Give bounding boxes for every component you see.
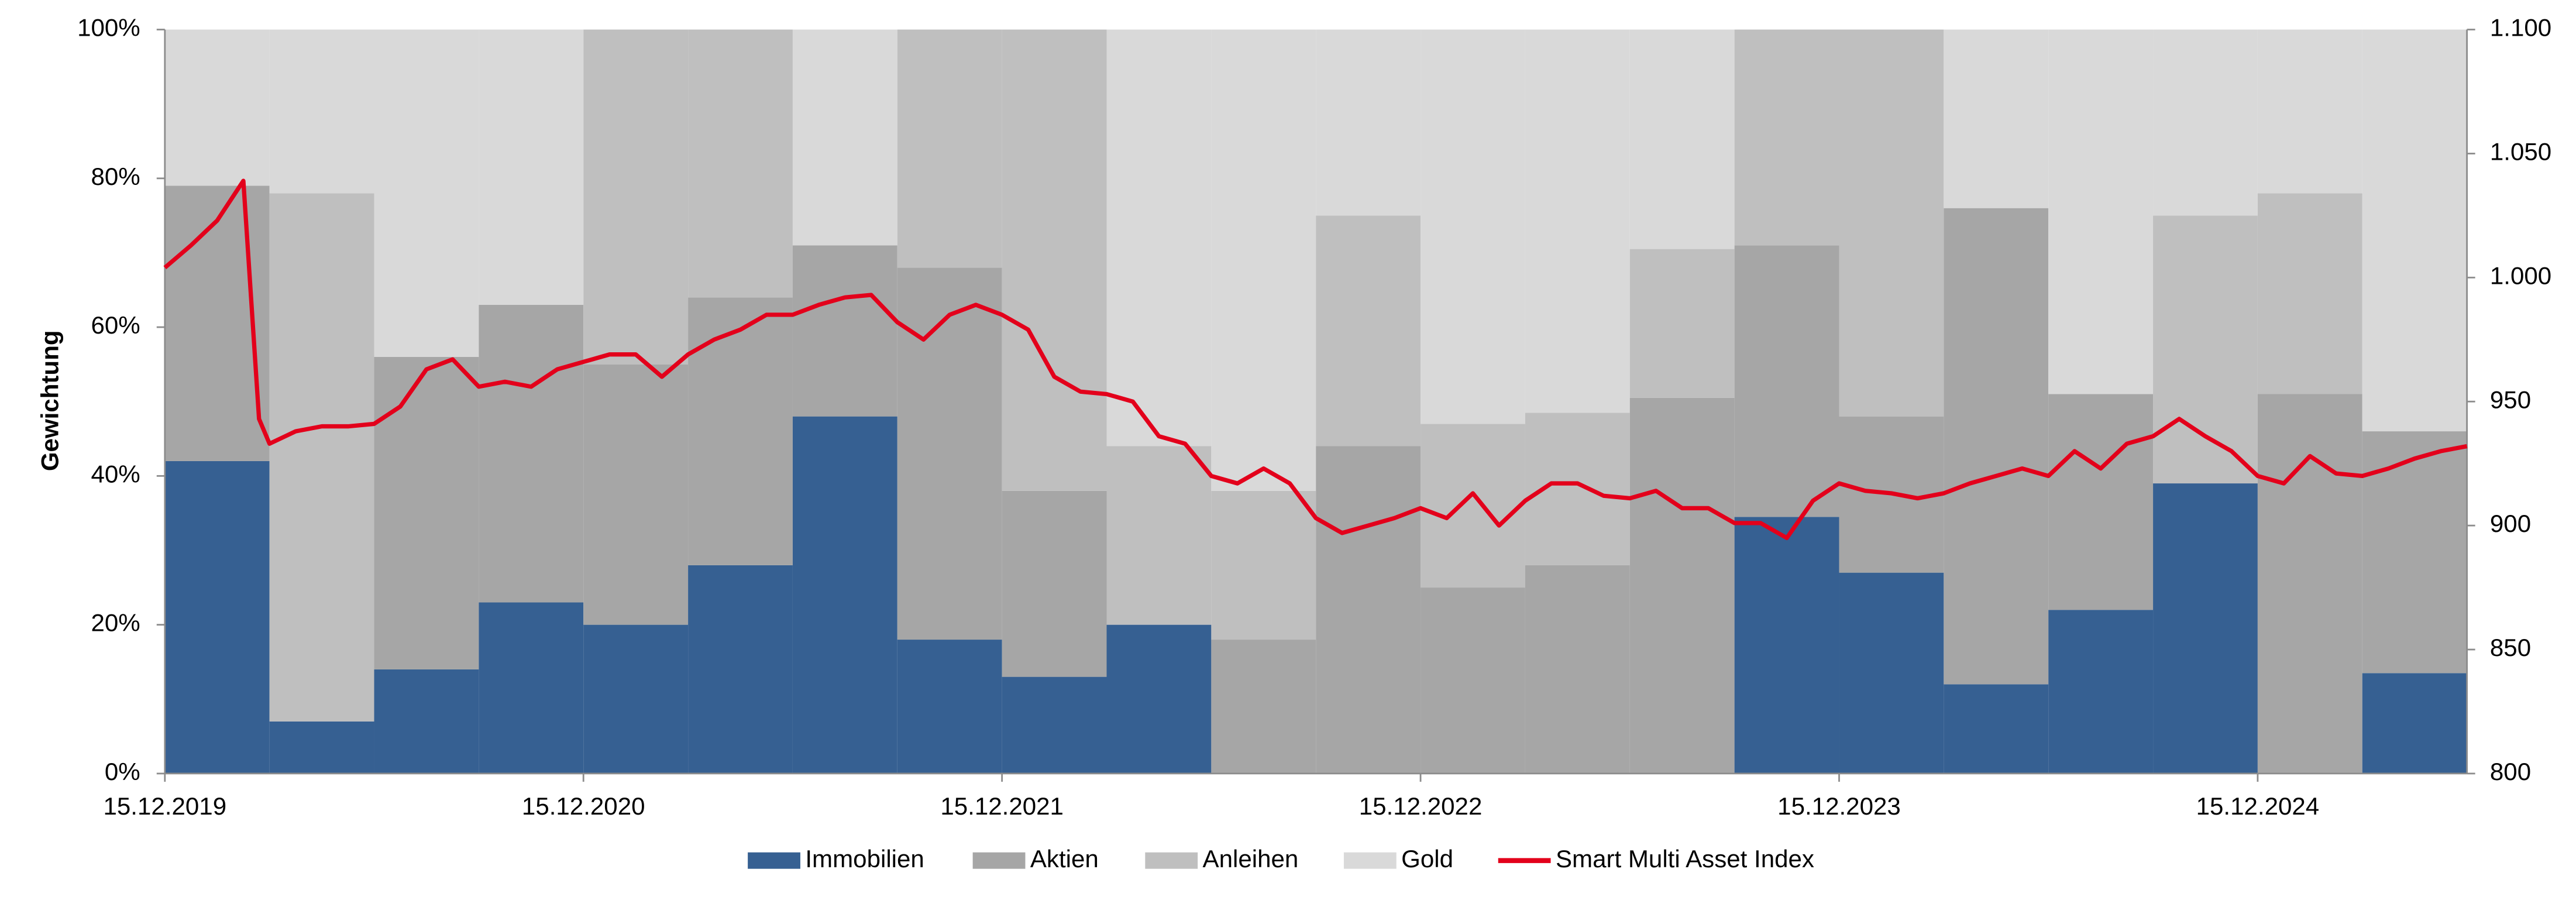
legend: Immobilien Aktien Anleihen Gold Smart Multi …	[748, 845, 1814, 872]
area-segment	[1316, 29, 1421, 216]
y2-tick-label: 950	[2490, 386, 2531, 413]
area-segment	[1944, 29, 2049, 208]
area-segment	[1421, 29, 1525, 424]
area-segment	[2362, 431, 2467, 674]
area-segment	[1002, 29, 1107, 491]
area-segment	[897, 640, 1002, 774]
area-segment	[479, 602, 584, 774]
y2-tick-label: 1.100	[2490, 14, 2551, 42]
area-segment	[269, 721, 374, 774]
legend-label: Anleihen	[1203, 845, 1299, 872]
y-tick-label: 80%	[91, 163, 140, 190]
area-segment	[583, 29, 689, 365]
area-segment	[583, 624, 689, 774]
area-segment	[1421, 424, 1525, 588]
x-tick-label: 15.12.2023	[1777, 792, 1901, 820]
area-segment	[583, 364, 689, 625]
area-segment	[1002, 676, 1107, 774]
y2-tick-label: 800	[2490, 758, 2531, 785]
area-segment	[2048, 394, 2154, 610]
legend-label: Aktien	[1030, 845, 1099, 872]
area-segment	[374, 29, 479, 357]
x-tick-label: 15.12.2022	[1359, 792, 1483, 820]
area-segment	[1629, 249, 1735, 398]
area-segment	[1944, 684, 2049, 774]
axes: 0% 20% 40% 60% 80% 100% 800 850 900 950 1.000 1.050…	[77, 14, 2551, 820]
area-segment	[2257, 193, 2362, 394]
area-segment	[688, 29, 793, 298]
area-segment	[2153, 215, 2258, 484]
area-segment	[164, 29, 270, 186]
area-segment	[688, 297, 793, 565]
y-axis-title: Gewichtung	[36, 330, 63, 471]
area-segment	[897, 29, 1002, 268]
area-segment	[792, 245, 897, 417]
x-tick-label: 15.12.2024	[2196, 792, 2320, 820]
area-segment	[2257, 394, 2362, 774]
x-tick-label: 15.12.2020	[522, 792, 645, 820]
index-line	[163, 178, 2468, 540]
area-segment	[1839, 29, 1944, 417]
area-segment	[792, 416, 897, 774]
area-segment	[2362, 29, 2467, 432]
area-segment	[2257, 29, 2362, 194]
y-tick-label: 40%	[91, 460, 140, 487]
area-segment	[1734, 517, 1839, 774]
legend-swatch	[1145, 852, 1198, 869]
area-segment	[792, 29, 897, 246]
legend-label: Gold	[1401, 845, 1453, 872]
y-tick-label: 100%	[77, 14, 140, 42]
area-segment	[1106, 29, 1212, 446]
y2-tick-label: 900	[2490, 510, 2531, 537]
area-segment	[374, 669, 479, 774]
area-segment	[1525, 565, 1630, 774]
area-segment	[1211, 490, 1316, 640]
y2-tick-label: 1.000	[2490, 262, 2551, 289]
x-tick-label: 15.12.2019	[104, 792, 227, 820]
area-segment	[1734, 245, 1839, 517]
area-segment	[374, 356, 479, 669]
area-segment	[269, 193, 374, 722]
area-segment	[2362, 673, 2467, 774]
area-segment	[2153, 483, 2258, 774]
area-segment	[1106, 446, 1212, 625]
legend-swatch	[748, 852, 800, 869]
lines	[163, 178, 2468, 540]
area-segment	[1839, 572, 1944, 774]
area-segment	[1629, 397, 1735, 774]
area-segment	[2048, 29, 2154, 394]
legend-swatch	[1343, 852, 1397, 869]
area-segment	[1734, 29, 1839, 246]
area-segment	[2048, 610, 2154, 774]
legend-label: Smart Multi Asset Index	[1556, 845, 1814, 872]
areas	[164, 29, 2467, 774]
area-segment	[688, 565, 793, 774]
area-segment	[1211, 640, 1316, 774]
area-segment	[1211, 29, 1316, 491]
area-segment	[1316, 215, 1421, 446]
area-segment	[479, 29, 584, 305]
y-tick-label: 0%	[105, 758, 140, 785]
area-segment	[164, 461, 270, 774]
area-segment	[2153, 29, 2258, 216]
y-tick-label: 20%	[91, 609, 140, 637]
area-segment	[269, 29, 374, 194]
y2-tick-label: 850	[2490, 634, 2531, 661]
y-tick-label: 60%	[91, 311, 140, 339]
x-tick-label: 15.12.2021	[940, 792, 1064, 820]
area-segment	[1629, 29, 1735, 249]
legend-swatch	[972, 852, 1026, 869]
area-segment	[1421, 588, 1525, 774]
area-segment	[1944, 208, 2049, 685]
y2-tick-label: 1.050	[2490, 138, 2551, 166]
area-segment	[1316, 446, 1421, 774]
area-segment	[479, 304, 584, 603]
area-segment	[1002, 490, 1107, 677]
legend-label: Immobilien	[805, 845, 924, 872]
area-segment	[897, 267, 1002, 640]
area-segment	[1106, 624, 1212, 774]
area-segment	[1525, 29, 1630, 413]
